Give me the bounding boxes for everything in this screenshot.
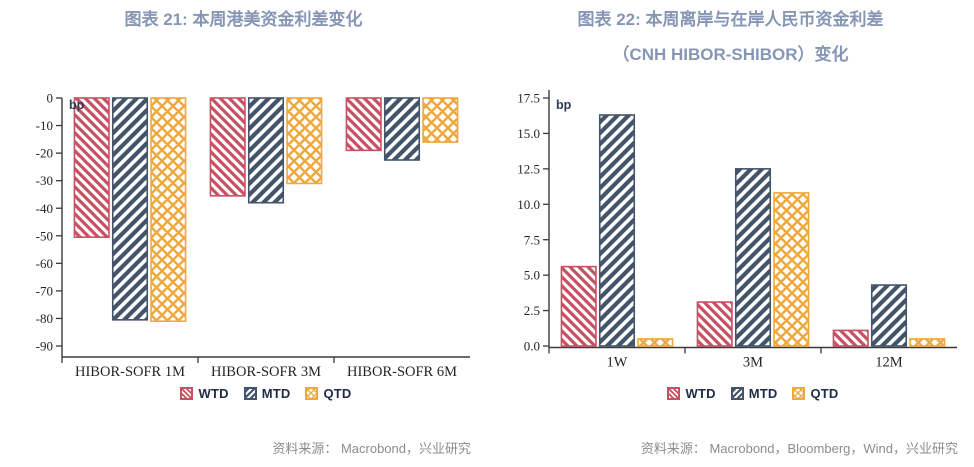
y-tick-label: -30 bbox=[36, 173, 53, 188]
legend-item-qtd: QTD bbox=[792, 386, 838, 401]
bar-qtd-hibor-sofr-3m bbox=[286, 97, 323, 185]
figure-21-title-area: 图表 21: 本周港美资金利差变化 bbox=[0, 0, 487, 84]
unit-label: bp bbox=[556, 98, 572, 112]
figure-21-chart-canvas: 0 -10 -20 -30 -40 -50 -60 -70 -80 -90 HIBOR-SOFR 1… bbox=[36, 91, 470, 380]
y-tick-label: 2.5 bbox=[524, 303, 540, 318]
legend-label-mtd: MTD bbox=[748, 385, 778, 401]
legend-item-mtd: MTD bbox=[243, 385, 291, 401]
bar-mtd-12m bbox=[870, 284, 908, 347]
figure-22-chart-canvas: 0.0 2.5 5.0 7.5 10.0 12.5 15.0 17.5 1W 3M 12M bp bbox=[517, 90, 957, 371]
x-axis bbox=[61, 356, 470, 363]
figure-21-legend: WTD MTD QTD bbox=[8, 384, 478, 402]
y-tick-label: -80 bbox=[36, 311, 53, 326]
bar-wtd-3m bbox=[696, 301, 733, 347]
y-tick-label: 0.0 bbox=[524, 339, 540, 354]
unit-label: bp bbox=[69, 98, 85, 112]
legend-label-qtd: QTD bbox=[810, 385, 839, 401]
category-label: 12M bbox=[875, 355, 903, 371]
bars bbox=[73, 97, 459, 322]
legend-swatch-qtd-icon bbox=[305, 386, 319, 400]
y-tick-label: -40 bbox=[36, 201, 53, 216]
y-tick-label: 10.0 bbox=[517, 197, 540, 212]
bar-mtd-hibor-sofr-6m bbox=[383, 97, 421, 161]
bar-mtd-1w bbox=[598, 114, 636, 347]
bars bbox=[560, 114, 946, 347]
category-label: 1W bbox=[607, 355, 628, 371]
bar-wtd-hibor-sofr-1m bbox=[73, 97, 110, 238]
figure-22-source: 资料来源： Macrobond，Bloomberg，Wind，兴业研究 bbox=[640, 441, 958, 456]
figure-21-source: 资料来源： Macrobond，兴业研究 bbox=[272, 441, 471, 456]
y-tick-label: 0 bbox=[47, 91, 54, 106]
bar-qtd-12m bbox=[909, 338, 946, 347]
y-axis: 0 -10 -20 -30 -40 -50 -60 -70 -80 -90 bbox=[36, 91, 63, 357]
legend-label-wtd: WTD bbox=[685, 385, 716, 401]
legend-label-qtd: QTD bbox=[323, 385, 352, 401]
figure-22-legend: WTD MTD QTD bbox=[495, 384, 965, 402]
bar-qtd-hibor-sofr-1m bbox=[150, 97, 187, 322]
figure-22-title-area: 图表 22: 本周离岸与在岸人民币资金利差 （CNH HIBOR-SHIBOR）… bbox=[487, 0, 974, 84]
figure-21: 图表 21: 本周港美资金利差变化 0 -10 -20 -30 -40 -50 -60 -70… bbox=[0, 0, 487, 456]
legend-item-mtd: MTD bbox=[730, 385, 778, 401]
y-tick-label: -10 bbox=[36, 118, 53, 133]
y-tick-label: -50 bbox=[36, 228, 53, 243]
y-tick-label: 17.5 bbox=[517, 91, 540, 106]
y-tick-label: -70 bbox=[36, 283, 53, 298]
figure-22: 图表 22: 本周离岸与在岸人民币资金利差 （CNH HIBOR-SHIBOR）… bbox=[487, 0, 974, 467]
figure-22-title-line2: （CNH HIBOR-SHIBOR）变化 bbox=[612, 45, 849, 64]
bar-qtd-3m bbox=[773, 192, 810, 347]
legend-item-qtd: QTD bbox=[305, 386, 351, 401]
bar-qtd-hibor-sofr-6m bbox=[422, 97, 459, 143]
legend-swatch-wtd-icon bbox=[180, 386, 194, 400]
y-tick-label: 5.0 bbox=[524, 268, 540, 283]
legend-swatch-wtd-icon bbox=[667, 386, 681, 400]
legend-swatch-mtd-icon bbox=[730, 386, 744, 400]
bar-mtd-hibor-sofr-3m bbox=[247, 97, 285, 204]
bar-qtd-1w bbox=[637, 338, 674, 347]
y-tick-label: -60 bbox=[36, 256, 53, 271]
legend-label-mtd: MTD bbox=[261, 385, 291, 401]
y-tick-label: 12.5 bbox=[517, 161, 540, 176]
bar-wtd-1w bbox=[560, 265, 597, 347]
bar-mtd-3m bbox=[734, 168, 772, 347]
category-label: 3M bbox=[743, 355, 763, 371]
bar-wtd-12m bbox=[832, 329, 869, 347]
bar-wtd-hibor-sofr-6m bbox=[345, 97, 382, 152]
bar-wtd-hibor-sofr-3m bbox=[209, 97, 246, 197]
bar-mtd-hibor-sofr-1m bbox=[111, 97, 149, 321]
y-tick-label: 15.0 bbox=[517, 126, 540, 141]
category-label: HIBOR-SOFR 6M bbox=[347, 364, 457, 380]
legend-label-wtd: WTD bbox=[198, 385, 229, 401]
legend-swatch-mtd-icon bbox=[243, 386, 257, 400]
figure-21-title: 图表 21: 本周港美资金利差变化 bbox=[124, 10, 363, 29]
x-axis bbox=[548, 346, 957, 354]
category-label: HIBOR-SOFR 1M bbox=[75, 364, 185, 380]
category-label: HIBOR-SOFR 3M bbox=[211, 364, 321, 380]
y-tick-label: 7.5 bbox=[524, 232, 540, 247]
y-tick-label: -90 bbox=[36, 339, 53, 354]
figure-22-title-line1: 图表 22: 本周离岸与在岸人民币资金利差 bbox=[577, 10, 884, 29]
legend-swatch-qtd-icon bbox=[792, 386, 806, 400]
y-axis: 0.0 2.5 5.0 7.5 10.0 12.5 15.0 17.5 bbox=[517, 90, 550, 354]
legend-item-wtd: WTD bbox=[667, 386, 715, 401]
legend-item-wtd: WTD bbox=[180, 386, 228, 401]
y-tick-label: -20 bbox=[36, 146, 53, 161]
